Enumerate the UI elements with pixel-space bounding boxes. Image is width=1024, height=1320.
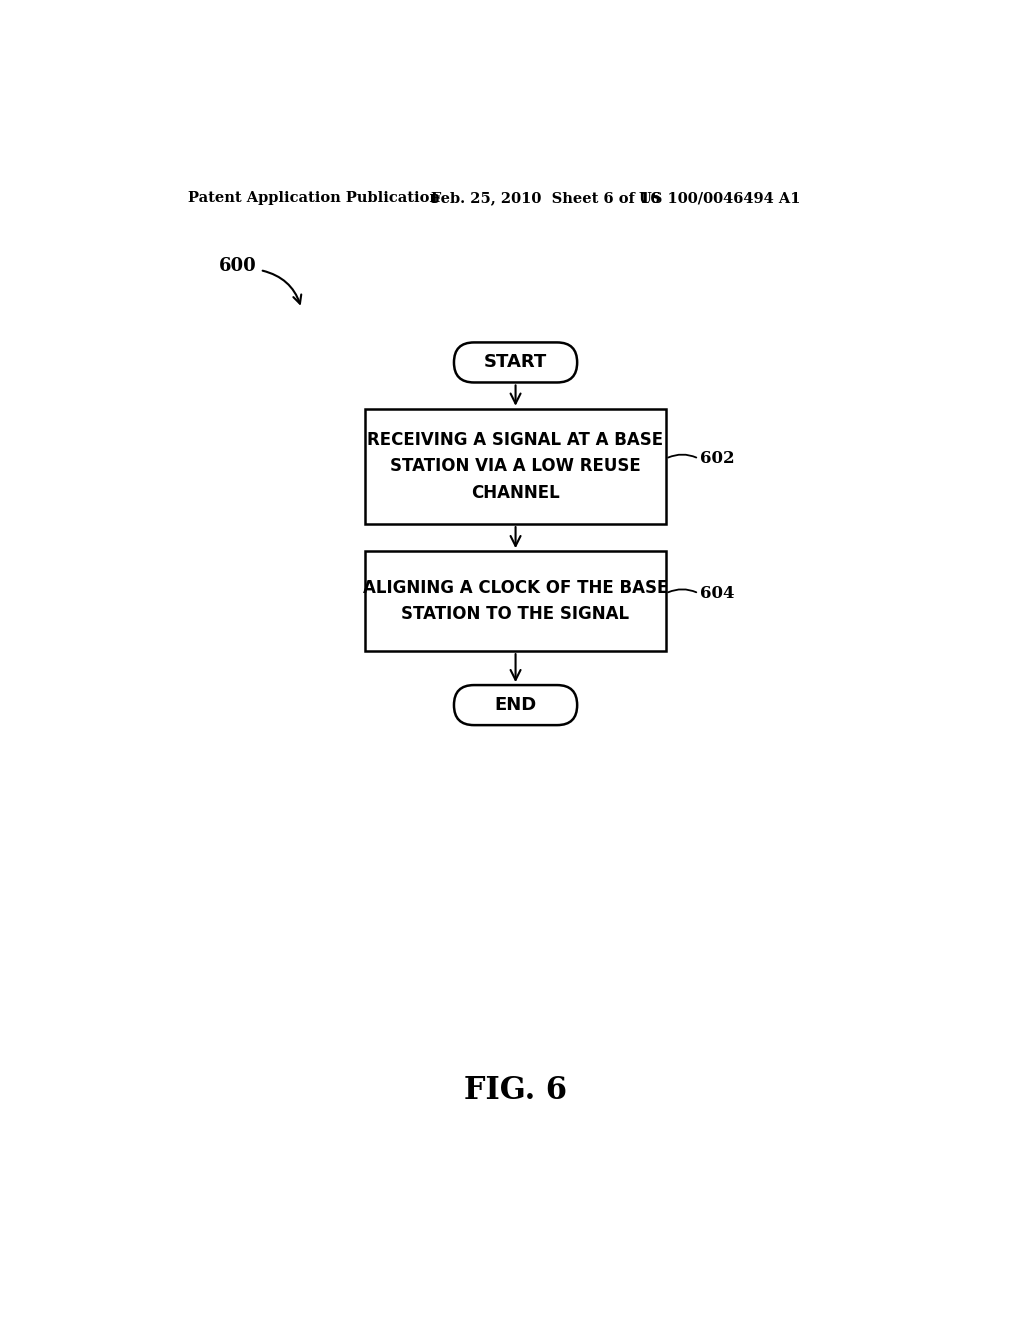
FancyBboxPatch shape bbox=[454, 685, 578, 725]
Text: END: END bbox=[495, 696, 537, 714]
Text: RECEIVING A SIGNAL AT A BASE
STATION VIA A LOW REUSE
CHANNEL: RECEIVING A SIGNAL AT A BASE STATION VIA… bbox=[368, 432, 664, 502]
Text: ALIGNING A CLOCK OF THE BASE
STATION TO THE SIGNAL: ALIGNING A CLOCK OF THE BASE STATION TO … bbox=[362, 579, 669, 623]
FancyBboxPatch shape bbox=[454, 342, 578, 383]
Bar bbox=[366, 409, 666, 524]
Text: START: START bbox=[484, 354, 547, 371]
Text: US 100/0046494 A1: US 100/0046494 A1 bbox=[639, 191, 801, 206]
Text: 604: 604 bbox=[700, 585, 735, 602]
Text: FIG. 6: FIG. 6 bbox=[464, 1074, 567, 1106]
Text: 602: 602 bbox=[700, 450, 735, 467]
Text: Feb. 25, 2010  Sheet 6 of 16: Feb. 25, 2010 Sheet 6 of 16 bbox=[431, 191, 660, 206]
Text: Patent Application Publication: Patent Application Publication bbox=[188, 191, 440, 206]
Text: 600: 600 bbox=[219, 257, 257, 275]
Bar bbox=[366, 552, 666, 651]
